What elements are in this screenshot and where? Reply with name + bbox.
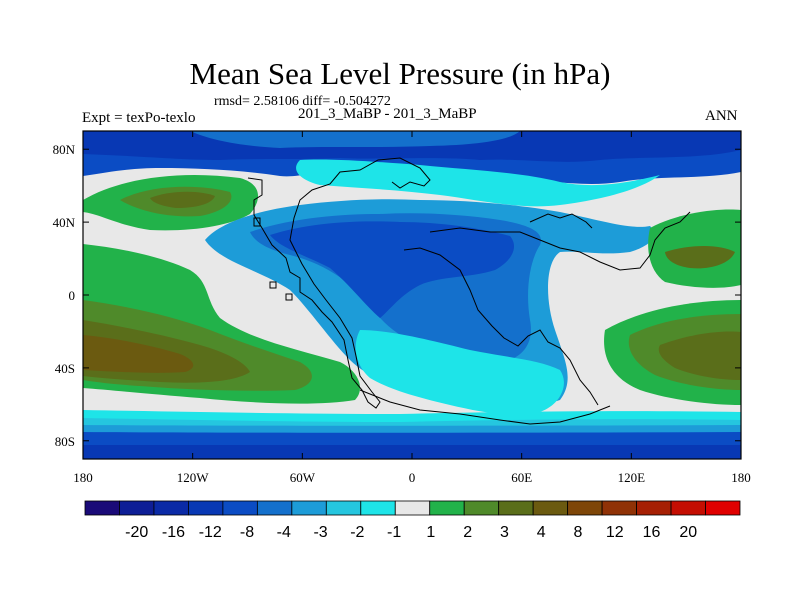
chart-subtitle: 201_3_MaBP - 201_3_MaBP [298,106,477,122]
colorbar-label: 1 [426,524,435,541]
x-tick-label: 180 [73,470,93,485]
y-tick-label: 40S [55,361,75,376]
field-north-mid [190,131,520,148]
chart-title: Mean Sea Level Pressure (in hPa) [189,56,611,91]
island-1 [269,281,277,289]
colorbar-box [291,500,327,516]
colorbar-box [636,500,672,516]
x-axis: 180 120W 60W 0 60E 120E 180 [73,131,751,485]
stats-label: rmsd= 2.58106 diff= -0.504272 [214,94,391,109]
antarctic-coast [359,389,611,425]
colorbar-label: 20 [679,524,697,541]
y-tick-label: 40N [53,215,76,230]
x-tick-label: 60E [511,470,532,485]
map-field [83,131,741,459]
y-tick-label: 80N [53,142,76,157]
colorbar-box [601,500,637,516]
colorbar-label: 2 [463,524,472,541]
x-tick-label: 60W [290,470,316,485]
colorbar-box [498,500,534,516]
colorbar-label: -20 [125,524,148,541]
colorbar-label: -12 [199,524,222,541]
field-natlantic-high-core [665,246,735,269]
colorbar-label: -2 [350,524,364,541]
field-continental-low-deep [270,221,515,318]
colorbar-box [429,500,465,516]
x-tick-label: 120E [618,470,646,485]
island-2 [285,293,293,301]
africa-coast [403,247,599,406]
colorbar-box [84,500,120,516]
field-arctic-cyan [296,159,660,207]
colorbar-label: 4 [537,524,546,541]
colorbar-box [670,500,706,516]
midlat-coast [529,213,593,229]
colorbar-label: -3 [313,524,327,541]
colorbar-box [119,500,155,516]
experiment-label: Expt = texPo-texlo [82,110,196,126]
x-tick-label: 0 [409,470,416,485]
americas-coast [247,157,431,409]
colorbar-box [463,500,500,516]
colorbar-box [256,500,293,516]
field-southern-cyan [355,330,564,415]
y-tick-label: 0 [69,288,76,303]
colorbar-box [325,500,362,516]
colorbar-label: 3 [500,524,509,541]
field-npacific-high-core [150,191,215,208]
colorbar-box [532,500,569,516]
colorbar-label: -1 [387,524,401,541]
colorbar-box [222,500,258,516]
colorbar-box [360,500,396,516]
colorbar-label: -4 [277,524,291,541]
colorbar-label: 12 [606,524,624,541]
y-tick-label: 80S [55,434,75,449]
colorbar-label: 16 [643,524,661,541]
colorbar-label: 8 [574,524,583,541]
eurasia-coast [429,211,691,271]
field-indian-high-core [658,331,741,380]
coastlines [247,157,691,425]
colorbar-box [153,500,189,516]
colorbar-box [705,500,741,516]
colorbar-box [567,500,603,516]
season-label: ANN [705,108,738,124]
field-southern-ocean-5 [83,445,741,459]
x-tick-label: 180 [731,470,751,485]
colorbar-label: -8 [240,524,254,541]
colorbar-box [188,500,224,516]
colorbar-box [394,500,431,516]
y-axis: 80N 40N 0 40S 80S [53,142,741,449]
colorbar-label: -16 [162,524,185,541]
field-spacific-high-core [83,335,194,373]
x-tick-label: 120W [177,470,210,485]
island-3 [253,217,261,227]
colorbar: -20 -16 -12 -8 -4 -3 -2 -1 1 2 3 4 8 12 16 20 [84,500,741,541]
